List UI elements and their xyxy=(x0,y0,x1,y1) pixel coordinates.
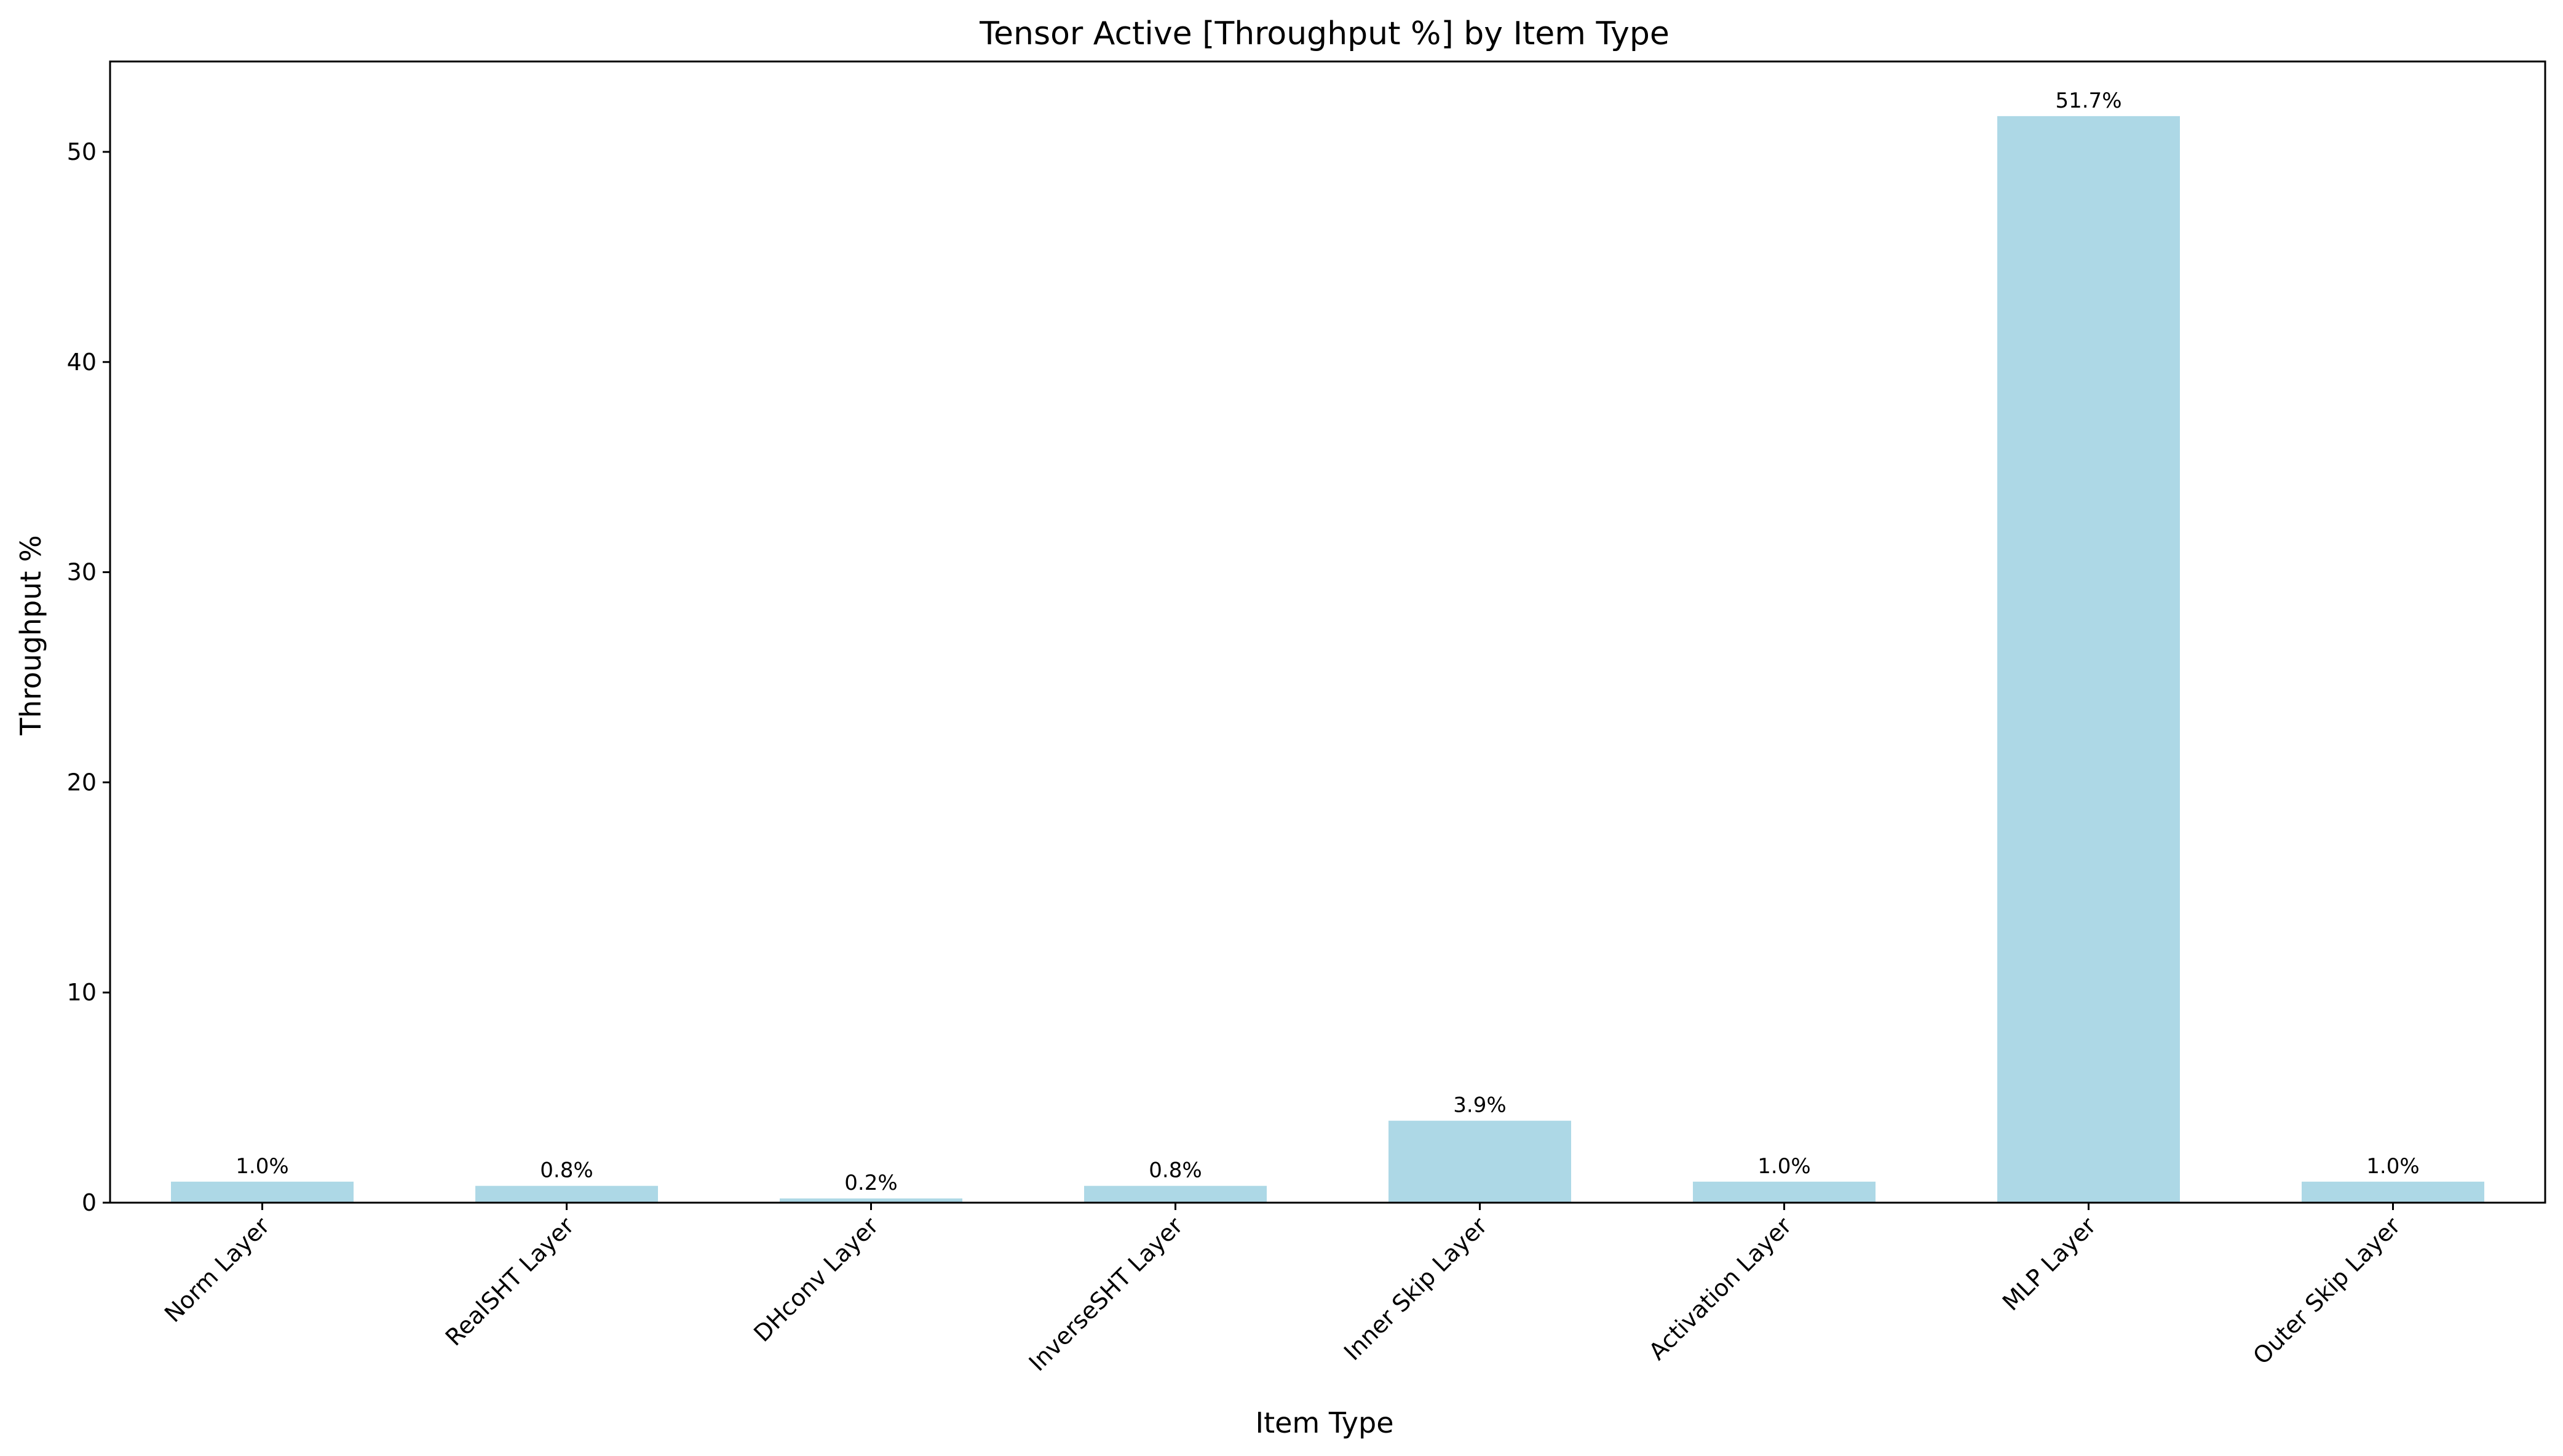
data-label: 1.0% xyxy=(1757,1154,1810,1179)
bar-dhconv-layer xyxy=(780,1198,962,1203)
y-tick-label: 20 xyxy=(67,769,97,796)
data-label: 0.8% xyxy=(1149,1158,1202,1183)
bar-realsht-layer xyxy=(475,1185,658,1203)
bar-activation-layer xyxy=(1693,1181,1876,1203)
y-tick-label: 10 xyxy=(67,979,97,1006)
data-label: 0.2% xyxy=(844,1171,897,1195)
y-tick-label: 0 xyxy=(82,1189,97,1216)
bar-norm-layer xyxy=(171,1181,354,1203)
data-labels-group: 1.0% 0.8% 0.2% 0.8% 3.9% 1.0% 51.7% 1.0% xyxy=(236,89,2419,1195)
y-tick-label: 50 xyxy=(67,138,97,165)
data-label: 3.9% xyxy=(1453,1093,1506,1118)
y-ticks-group: 0 10 20 30 40 50 xyxy=(67,138,110,1216)
y-tick-label: 40 xyxy=(67,349,97,376)
bars-group xyxy=(171,116,2484,1203)
data-label: 51.7% xyxy=(2055,89,2121,113)
data-label: 0.8% xyxy=(540,1158,593,1183)
plot-frame xyxy=(109,60,2546,1204)
data-label: 1.0% xyxy=(2366,1154,2419,1179)
bar-outer-skip-layer xyxy=(2302,1181,2484,1203)
y-tick-label: 30 xyxy=(67,559,97,586)
bar-inner-skip-layer xyxy=(1388,1120,1571,1203)
bar-mlp-layer xyxy=(1997,116,2180,1203)
bar-inversesht-layer xyxy=(1084,1185,1267,1203)
y-axis-label: Throughput % xyxy=(14,535,47,736)
chart-title: Tensor Active [Throughput %] by Item Typ… xyxy=(979,15,1670,52)
x-axis-label: Item Type xyxy=(1256,1406,1394,1439)
data-label: 1.0% xyxy=(236,1154,288,1179)
